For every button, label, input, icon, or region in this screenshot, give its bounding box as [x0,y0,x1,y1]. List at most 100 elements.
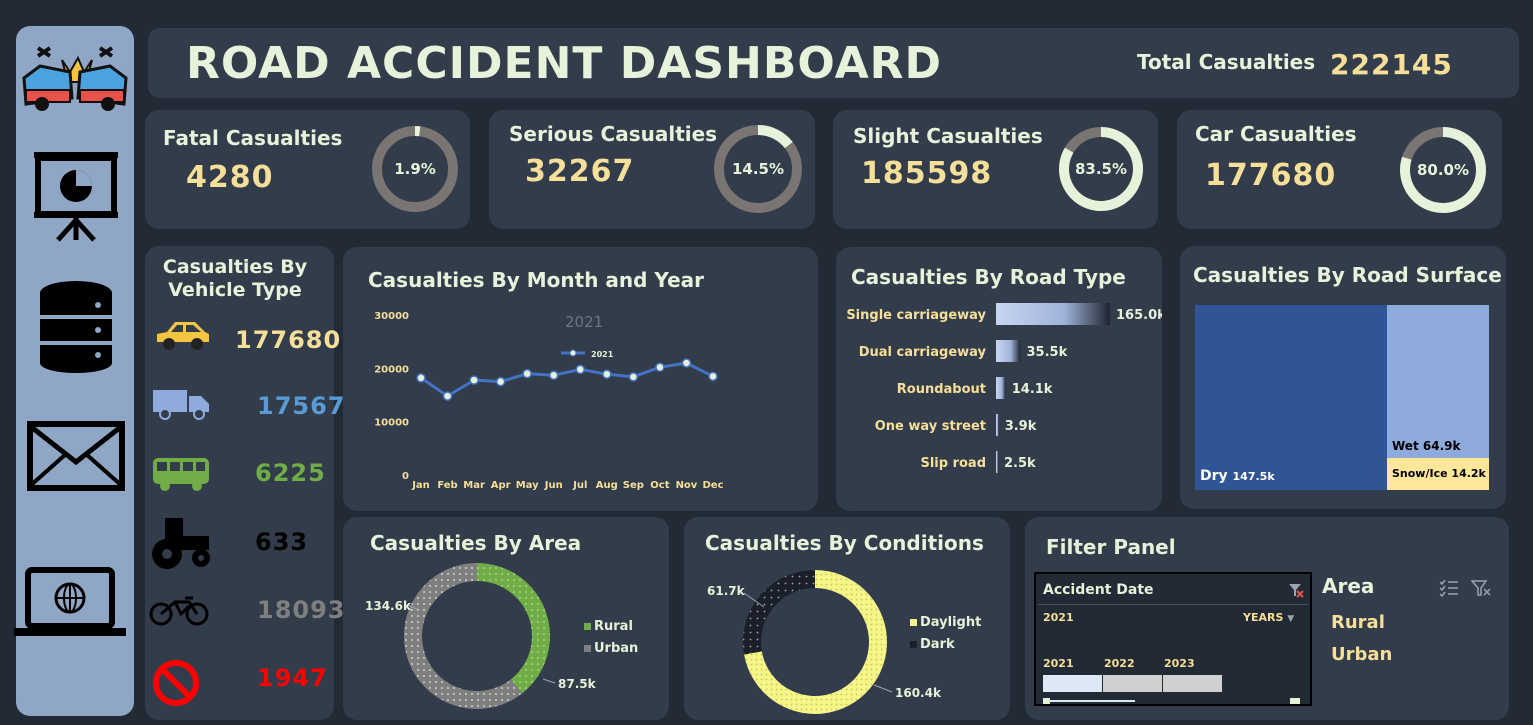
road-type-bar [996,451,998,473]
treemap-wet: Wet 64.9k [1387,305,1489,458]
no-entry-icon [153,660,199,706]
leader-line-daylight [873,684,893,693]
x-tick-label: May [516,480,539,491]
road-surface-title: Casualties By Road Surface [1193,263,1502,287]
date-slicer-title: Accident Date [1043,582,1154,598]
vehicle-value-tractor: 633 [255,528,309,556]
granularity-label: YEARS [1243,611,1284,624]
clear-area-filter-icon[interactable] [1471,579,1491,597]
laptop-web-icon[interactable] [12,566,128,638]
kpi-donut: 14.5% [714,125,802,213]
legend-daylight-swatch [910,619,917,626]
clear-filter-icon[interactable] [1288,582,1304,598]
tractor-icon [152,518,210,569]
road-type-bar [996,377,1006,399]
kpi-donut-arc [757,125,793,149]
data-point [655,362,665,373]
leader-line-dark [743,592,765,608]
timeline-year-2021[interactable] [1043,675,1102,692]
kpi-donut-label: 83.5% [1075,160,1127,178]
road-type-bar [996,303,1110,325]
rural-value-label: 87.5k [558,677,596,691]
data-point [442,391,453,401]
kpi-value: 177680 [1205,158,1337,193]
x-tick-label: Jun [544,480,563,491]
vehicle-value-motorcycle: 18093 [257,596,346,624]
legend-label-2021: 2021 [591,350,614,359]
donut-slice-rural [477,563,550,694]
x-tick-label: Apr [491,480,511,491]
x-tick-label: Jan [411,480,430,491]
y-tick-label: 20000 [374,364,409,375]
legend-urban-text: Urban [594,641,639,656]
road-type-label: Dual carriageway [859,345,987,360]
mail-icon[interactable] [26,420,126,492]
snow-value: 14.2k [1451,467,1486,480]
granularity-dropdown[interactable]: YEARS ▼ [1243,611,1294,624]
legend-marker-2021 [569,349,577,357]
timeline-handle-right[interactable] [1290,698,1300,704]
total-casualties-value: 222145 [1330,48,1453,81]
legend-dark-text: Dark [920,637,955,652]
date-slicer: Accident Date 2021 YEARS ▼ 2021 2022 202… [1034,572,1312,706]
kpi-donut-arc [1059,127,1143,211]
dry-value: 147.5k [1232,470,1275,483]
timeline-year-2022[interactable] [1103,675,1162,692]
data-point [681,358,692,368]
truck-icon [153,390,209,420]
vehicle-type-card: Casualties By Vehicle Type 177680 17567 … [145,246,345,720]
data-point [522,368,532,379]
data-point [495,376,506,387]
kpi-donut: 80.0% [1400,127,1486,213]
kpi-donut: 1.9% [372,126,458,212]
road-type-bar-chart: Single carriageway 165.0k Dual carriageway… [846,303,1162,473]
kpi-donut-arc [1400,127,1486,213]
x-tick-label: Aug [596,480,618,491]
date-selected: 2021 [1043,611,1074,624]
presentation-icon[interactable] [30,148,122,244]
car-crash-logo-icon [22,46,128,111]
vehicle-value-truck: 17567 [257,392,346,420]
timeline-handle-left[interactable] [1043,698,1050,704]
dashboard-title: ROAD ACCIDENT DASHBOARD [186,38,943,89]
legend-dark-swatch [910,641,917,648]
road-type-bar [996,414,999,436]
year-label-2023: 2023 [1164,657,1195,670]
vehicle-title-line2: Vehicle Type [168,279,302,301]
kpi-donut-label: 1.9% [394,160,436,178]
area-option-rural[interactable]: Rural [1331,612,1385,633]
timeline-scrollbar[interactable] [1043,700,1135,702]
vehicle-title-line1: Casualties By [162,256,308,278]
x-tick-label: Nov [676,480,698,491]
legend-rural-swatch [584,623,591,630]
total-casualties-label: Total Casualties [1137,50,1316,74]
conditions-title: Casualties By Conditions [705,531,984,555]
bus-icon [153,458,209,491]
road-type-value: 14.1k [1012,382,1053,397]
road-type-value: 35.5k [1027,345,1068,360]
road-type-value: 165.0k [1116,308,1162,323]
donut-slice-dark [743,570,815,655]
database-icon[interactable] [38,279,114,374]
kpi-donut-label: 80.0% [1417,161,1469,179]
road-type-value: 2.5k [1004,456,1036,471]
timeline-year-2023[interactable] [1163,675,1222,692]
filter-panel-title: Filter Panel [1046,535,1176,559]
legend-rural-text: Rural [594,619,633,634]
kpi-card-fatal: Fatal Casualties 4280 1.9% [145,110,470,229]
kpi-donut-label: 14.5% [732,160,784,178]
data-point [548,370,559,381]
legend-rural: Rural [584,619,633,634]
area-title: Casualties By Area [370,531,582,555]
monthly-chart-title: Casualties By Month and Year [368,268,704,292]
legend-dark: Dark [910,637,955,652]
kpi-value: 185598 [861,156,993,191]
year-watermark: 2021 [565,313,604,331]
road-type-label: One way street [875,419,986,434]
kpi-label: Car Casualties [1195,122,1357,146]
kpi-card-serious: Serious Casualties 32267 14.5% [489,110,815,229]
area-slicer-title: Area [1322,574,1375,598]
series-line-2021 [420,361,714,398]
multi-select-icon[interactable] [1439,579,1459,597]
area-option-urban[interactable]: Urban [1331,644,1393,665]
